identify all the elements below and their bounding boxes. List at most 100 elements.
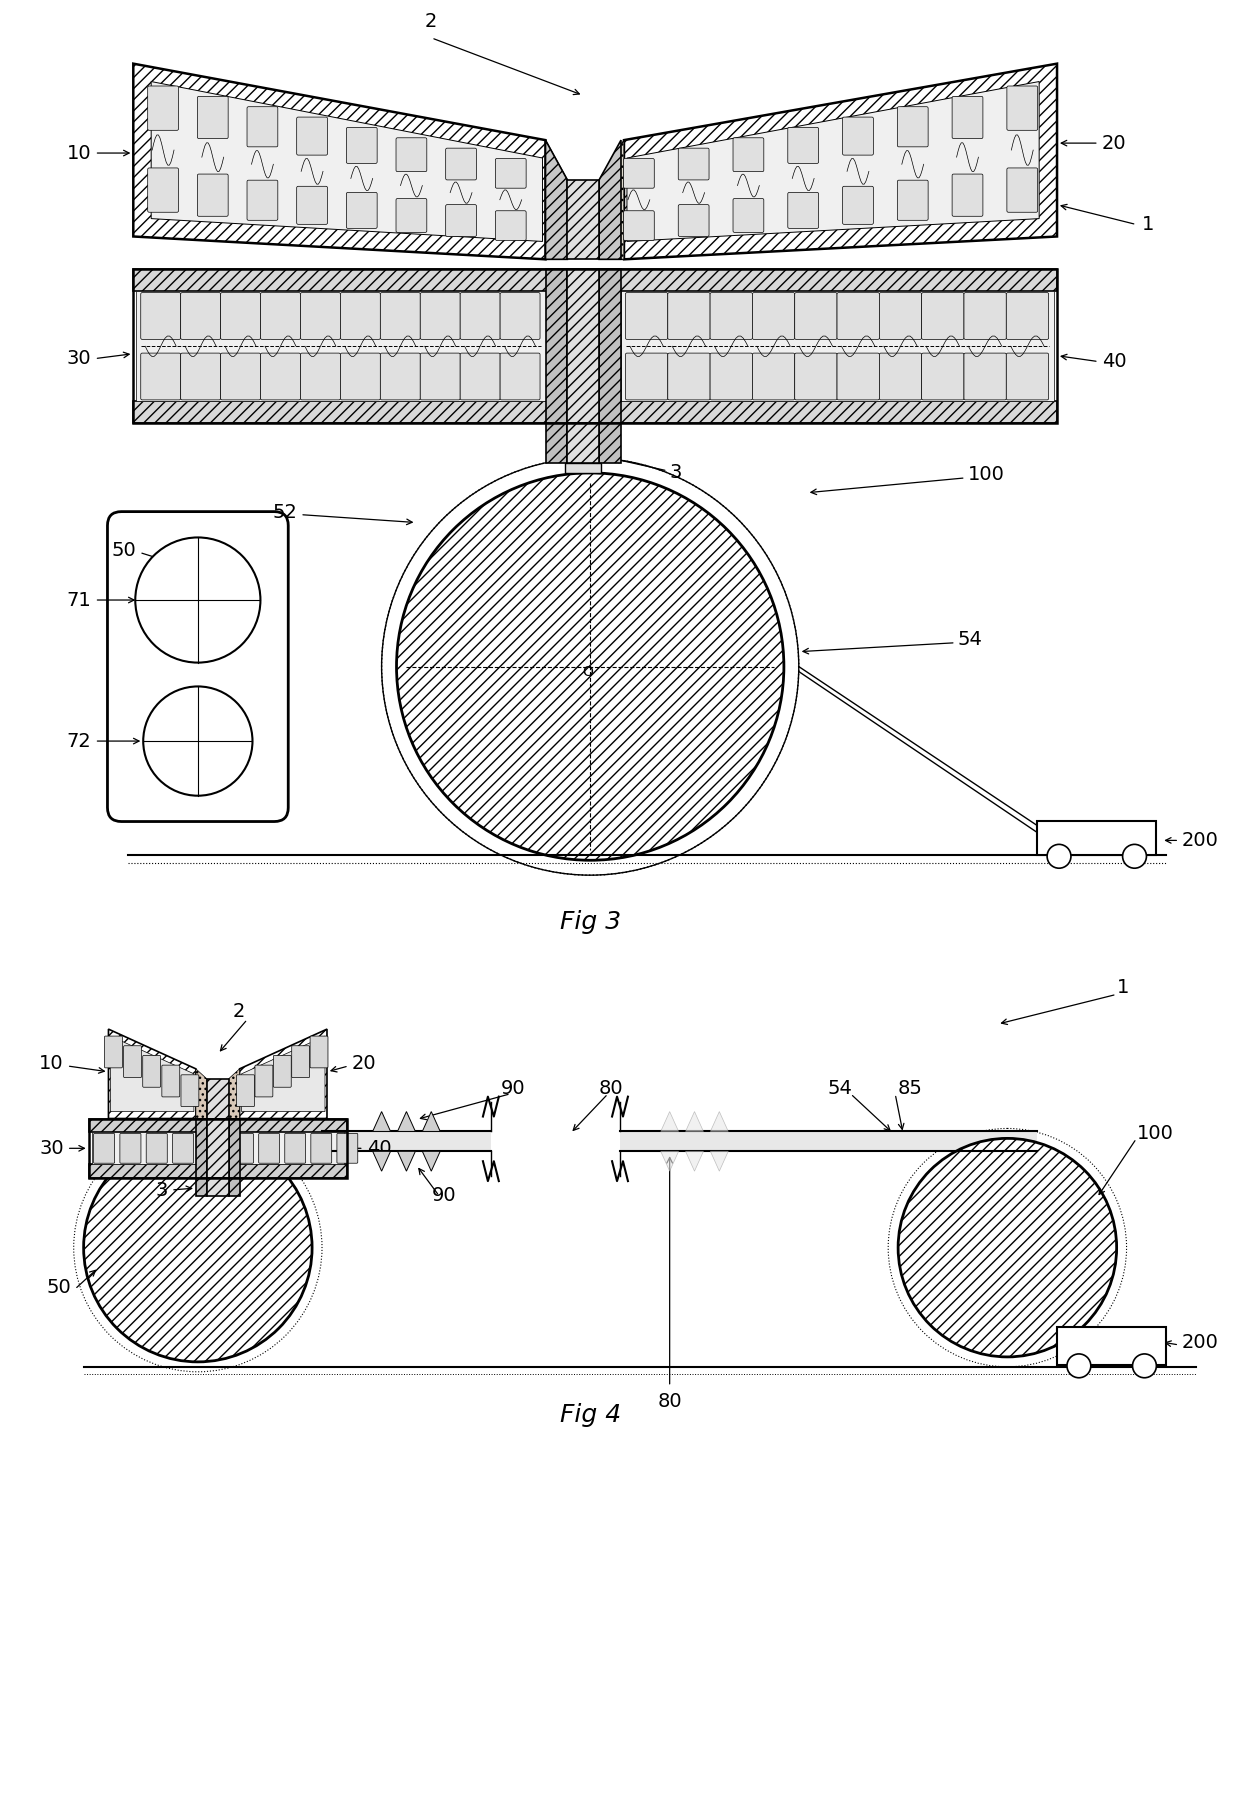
Bar xyxy=(88,1118,347,1133)
FancyBboxPatch shape xyxy=(141,293,181,340)
Bar xyxy=(599,270,621,423)
FancyBboxPatch shape xyxy=(460,352,500,399)
FancyBboxPatch shape xyxy=(233,1133,253,1163)
Text: 54: 54 xyxy=(827,1079,852,1099)
FancyBboxPatch shape xyxy=(1007,352,1049,399)
Text: 2: 2 xyxy=(425,13,438,31)
Text: 40: 40 xyxy=(1102,352,1126,370)
FancyBboxPatch shape xyxy=(341,352,381,399)
Text: 50: 50 xyxy=(47,1278,72,1296)
Circle shape xyxy=(1047,845,1071,868)
Polygon shape xyxy=(108,1028,196,1118)
Polygon shape xyxy=(686,1111,703,1131)
Bar xyxy=(92,1133,207,1165)
Bar xyxy=(136,291,546,401)
Bar xyxy=(1037,820,1157,856)
FancyBboxPatch shape xyxy=(285,1133,305,1163)
Text: 30: 30 xyxy=(40,1138,63,1158)
FancyBboxPatch shape xyxy=(668,293,711,340)
Bar xyxy=(621,291,1054,401)
Text: 100: 100 xyxy=(967,466,1004,484)
FancyBboxPatch shape xyxy=(625,293,668,340)
Circle shape xyxy=(397,473,784,859)
Polygon shape xyxy=(599,140,624,259)
FancyBboxPatch shape xyxy=(460,293,500,340)
Polygon shape xyxy=(599,140,621,259)
FancyBboxPatch shape xyxy=(141,352,181,399)
Text: 10: 10 xyxy=(40,1054,63,1073)
FancyBboxPatch shape xyxy=(381,293,420,340)
FancyBboxPatch shape xyxy=(921,352,963,399)
Bar xyxy=(620,1131,1037,1151)
Polygon shape xyxy=(423,1151,440,1170)
FancyBboxPatch shape xyxy=(711,352,753,399)
Bar xyxy=(196,1118,207,1178)
FancyBboxPatch shape xyxy=(181,1075,198,1106)
FancyBboxPatch shape xyxy=(172,1133,193,1163)
FancyBboxPatch shape xyxy=(181,293,221,340)
FancyBboxPatch shape xyxy=(255,1064,273,1097)
FancyBboxPatch shape xyxy=(753,352,795,399)
FancyBboxPatch shape xyxy=(624,210,655,241)
FancyBboxPatch shape xyxy=(753,293,795,340)
Text: 2: 2 xyxy=(233,1001,246,1021)
FancyBboxPatch shape xyxy=(296,187,327,225)
FancyBboxPatch shape xyxy=(733,138,764,171)
FancyBboxPatch shape xyxy=(1007,293,1049,340)
FancyBboxPatch shape xyxy=(381,352,420,399)
Bar xyxy=(133,270,1056,291)
FancyBboxPatch shape xyxy=(104,1036,123,1068)
Bar xyxy=(228,1118,239,1178)
Polygon shape xyxy=(711,1111,728,1131)
Text: 54: 54 xyxy=(957,631,982,649)
FancyBboxPatch shape xyxy=(842,117,873,155)
FancyBboxPatch shape xyxy=(273,1055,291,1088)
FancyBboxPatch shape xyxy=(181,352,221,399)
FancyBboxPatch shape xyxy=(311,1133,332,1163)
Bar xyxy=(228,1133,343,1165)
Text: 85: 85 xyxy=(898,1079,923,1099)
FancyBboxPatch shape xyxy=(260,293,300,340)
Text: 40: 40 xyxy=(367,1138,392,1158)
FancyBboxPatch shape xyxy=(787,192,818,228)
FancyBboxPatch shape xyxy=(624,158,655,189)
Polygon shape xyxy=(151,81,543,241)
FancyBboxPatch shape xyxy=(300,352,341,399)
FancyBboxPatch shape xyxy=(952,97,983,138)
Bar xyxy=(599,423,621,462)
FancyBboxPatch shape xyxy=(952,174,983,216)
Text: 90: 90 xyxy=(501,1079,526,1099)
FancyBboxPatch shape xyxy=(963,293,1007,340)
FancyBboxPatch shape xyxy=(795,293,837,340)
Polygon shape xyxy=(686,1151,703,1170)
Bar xyxy=(228,1178,239,1196)
Text: 80: 80 xyxy=(598,1079,622,1099)
Circle shape xyxy=(83,1133,312,1361)
FancyBboxPatch shape xyxy=(420,293,460,340)
Text: Fig 4: Fig 4 xyxy=(559,1402,621,1426)
Bar xyxy=(546,423,568,462)
Bar xyxy=(88,1118,347,1178)
FancyBboxPatch shape xyxy=(795,352,837,399)
Text: 100: 100 xyxy=(1137,1124,1173,1144)
FancyBboxPatch shape xyxy=(898,180,928,221)
Text: 52: 52 xyxy=(273,503,298,521)
Text: 10: 10 xyxy=(67,144,92,162)
FancyBboxPatch shape xyxy=(148,167,179,212)
FancyBboxPatch shape xyxy=(787,128,818,164)
FancyBboxPatch shape xyxy=(678,147,709,180)
Text: 20: 20 xyxy=(352,1054,377,1073)
FancyBboxPatch shape xyxy=(963,352,1007,399)
FancyBboxPatch shape xyxy=(1007,167,1038,212)
FancyBboxPatch shape xyxy=(733,198,764,232)
FancyBboxPatch shape xyxy=(259,1133,279,1163)
Text: 71: 71 xyxy=(67,590,92,610)
FancyBboxPatch shape xyxy=(837,352,879,399)
FancyBboxPatch shape xyxy=(711,293,753,340)
Circle shape xyxy=(1132,1354,1157,1377)
FancyBboxPatch shape xyxy=(1007,86,1038,129)
Text: 80: 80 xyxy=(657,1392,682,1411)
Bar xyxy=(565,462,601,473)
Text: 3: 3 xyxy=(156,1181,169,1199)
FancyBboxPatch shape xyxy=(197,97,228,138)
